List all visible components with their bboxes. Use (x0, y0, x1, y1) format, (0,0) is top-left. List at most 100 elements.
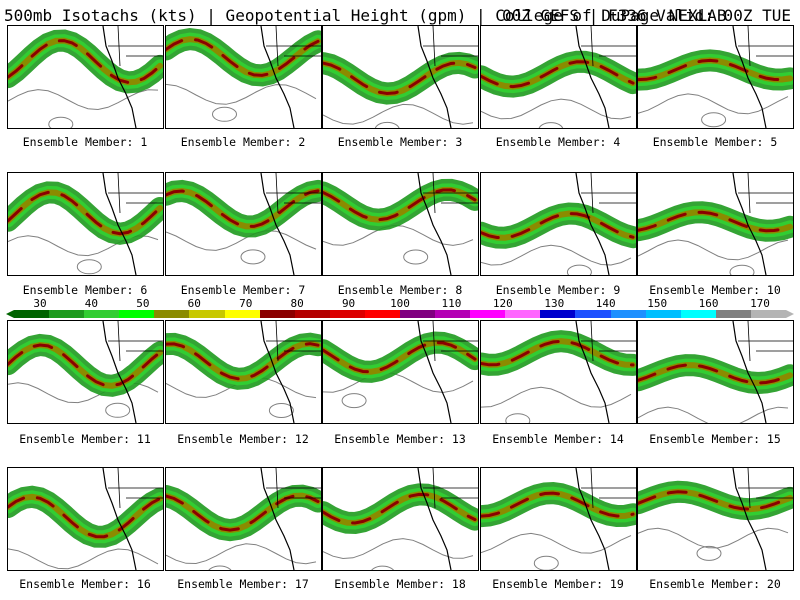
colorbar-tick-label: 170 (750, 297, 770, 310)
colorbar-swatch (610, 310, 647, 318)
colorbar-tick-label: 50 (136, 297, 150, 310)
ensemble-map-panel-19 (480, 467, 637, 571)
height-contour-closed (538, 122, 564, 128)
state-border (581, 468, 636, 509)
height-contour-closed (48, 116, 74, 128)
height-contour-closed (533, 555, 559, 570)
height-contour-closed (701, 112, 727, 128)
state-border (423, 26, 478, 67)
ensemble-map-panel-14 (480, 320, 637, 424)
jet-band-max (8, 190, 162, 236)
jet-stream-map (481, 173, 636, 275)
colorbar-swatch (575, 310, 612, 318)
colorbar-tick-label: 90 (341, 297, 356, 310)
colorbar-swatch (49, 310, 85, 318)
jet-band-max (323, 492, 477, 525)
state-border (266, 26, 321, 67)
ensemble-member-label: Ensemble Member: 16 (19, 577, 151, 591)
colorbar-swatch (750, 310, 787, 318)
state-border (738, 173, 793, 214)
ensemble-member-label: Ensemble Member: 3 (337, 135, 463, 149)
colorbar-swatch (154, 310, 190, 318)
height-contour-closed (374, 121, 400, 128)
jet-band-max (8, 39, 162, 84)
colorbar-tick-label: 40 (84, 297, 99, 310)
state-border (738, 26, 793, 67)
colorbar-swatch (224, 310, 261, 318)
jet-stream-map (323, 468, 478, 570)
coastline (102, 173, 137, 275)
state-border (266, 173, 321, 214)
jet-stream-map (638, 468, 793, 570)
ensemble-member-label: Ensemble Member: 12 (177, 432, 309, 446)
state-border (108, 321, 163, 362)
coastline (732, 173, 767, 275)
colorbar-swatch (400, 310, 436, 318)
colorbar-swatch (364, 310, 401, 318)
height-contour (638, 527, 789, 549)
height-contour-closed (341, 393, 367, 409)
jet-band-max (481, 339, 635, 367)
coastline (575, 321, 610, 423)
ensemble-member-label: Ensemble Member: 19 (492, 577, 624, 591)
jet-band-max (166, 37, 320, 77)
jet-band-max (638, 58, 792, 82)
jet-stream-map (481, 468, 636, 570)
colorbar-swatch (505, 310, 541, 318)
jet-band-max (8, 343, 162, 388)
height-contour (323, 372, 474, 394)
ensemble-map-panel-8 (322, 172, 479, 276)
ensemble-member-label: Ensemble Member: 7 (180, 283, 306, 297)
ensemble-map-panel-1 (7, 25, 164, 129)
height-contour (323, 224, 474, 246)
state-border (108, 468, 163, 509)
jet-band-max (323, 61, 477, 96)
colorbar-tick-label: 160 (698, 297, 719, 310)
jet-stream-map (8, 173, 163, 275)
ensemble-map-panel-15 (637, 320, 794, 424)
height-contour-closed (240, 249, 266, 265)
coastline (732, 26, 767, 128)
state-border (266, 468, 321, 509)
height-contour-closed (371, 565, 394, 570)
height-contour (481, 532, 632, 554)
ensemble-map-panel-5 (637, 25, 794, 129)
state-border (423, 173, 478, 214)
state-border (581, 173, 636, 214)
jet-stream-map (166, 173, 321, 275)
state-border (108, 26, 163, 67)
height-contour-closed (212, 106, 237, 122)
ensemble-map-panel-20 (637, 467, 794, 571)
coastline (260, 468, 295, 570)
ensemble-member-label: Ensemble Member: 5 (652, 135, 778, 149)
coastline (417, 468, 452, 570)
jet-stream-map (481, 321, 636, 423)
ensemble-member-label: Ensemble Member: 2 (180, 135, 306, 149)
colorbar-swatch (259, 310, 296, 318)
ensemble-map-panel-17 (165, 467, 322, 571)
colorbar-arrow-right (786, 310, 794, 318)
jet-band-max (638, 363, 792, 385)
colorbar-tick-label: 80 (290, 297, 304, 310)
ensemble-member-label: Ensemble Member: 15 (649, 432, 781, 446)
state-border (738, 468, 793, 509)
ensemble-map-panel-6 (7, 172, 164, 276)
colorbar-swatch (680, 310, 717, 318)
coastline (260, 321, 295, 423)
colorbar-swatch (715, 310, 752, 318)
colorbar-swatch (189, 310, 226, 318)
ensemble-member-label: Ensemble Member: 20 (649, 577, 781, 591)
colorbar-tick-label: 130 (544, 297, 565, 310)
header-title-left: 500mb Isotachs (kts) | Geopotential Heig… (4, 6, 727, 25)
coastline (102, 468, 137, 570)
coastline (575, 468, 610, 570)
jet-stream-map (166, 26, 321, 128)
jet-stream-map (638, 173, 793, 275)
jet-stream-map (481, 26, 636, 128)
height-contour-closed (268, 403, 294, 418)
state-border (423, 468, 478, 509)
jet-stream-map (8, 26, 163, 128)
state-border (266, 321, 321, 362)
colorbar-tick-label: 110 (441, 297, 462, 310)
ensemble-member-label: Ensemble Member: 13 (334, 432, 466, 446)
